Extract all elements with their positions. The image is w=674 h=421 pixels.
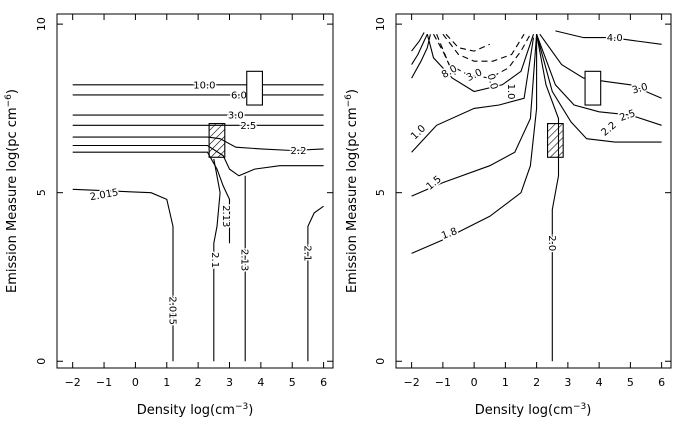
right-y-tick-label: 10 [374,17,387,31]
hatched-region-box [208,123,226,158]
contour-line [411,34,538,254]
right-contour-lines [411,30,662,362]
left-contour-lines [72,84,324,362]
contour-line [426,34,535,93]
contour-label: 2.2 [600,120,619,139]
left-y-tick-label: 5 [35,189,48,196]
right-plot-frame [395,13,672,369]
contour-line [536,34,662,143]
right-x-axis-label-sup: −3 [573,402,586,412]
contour-line [536,34,662,126]
right-x-axis-label-main: Density log(cm [475,403,573,418]
contour-label: 2.1 [209,252,220,268]
left-x-tick-label: 2 [195,376,202,389]
left-y-axis-label-tail: ) [5,89,20,94]
contour-label: 1.0 [409,123,428,142]
left-x-axis-label-tail: ) [248,403,253,418]
contour-line [555,30,662,45]
right-y-axis-label-tail: ) [345,89,360,94]
left-x-ticks: −2 −1 0 1 2 3 4 5 6 [65,14,327,389]
left-x-tick-label: 0 [132,376,139,389]
contour-label: 6.0 [231,90,247,101]
left-y-tick-label: 10 [35,17,48,31]
left-x-tick-label: 4 [257,376,264,389]
contour-line [72,188,174,362]
left-x-axis-label: Density log(cm−3) [137,402,254,418]
right-boxes [547,70,602,158]
contour-label: 3.0 [228,111,244,122]
left-x-tick-label: −2 [65,376,81,389]
left-x-axis-label-main: Density log(cm [137,403,235,418]
left-y-axis-label: Emission Measure log(pc cm−6) [4,89,20,293]
right-x-tick-label: 4 [596,376,603,389]
contour-label: 3.0 [465,67,484,84]
right-y-axis-label-sup: −6 [344,94,354,108]
contour-line [433,33,456,75]
contour-label: 2.13 [239,249,250,271]
contour-line [411,34,431,79]
contour-line [411,34,538,197]
left-y-tick-label: 0 [35,358,48,365]
hatched-region-box [547,123,564,158]
contour-label: 2.2 [291,146,307,157]
left-contour-plot: −2 −1 0 1 2 3 4 5 6 0 5 10 10.0 6.0 3.02.5 2.2 2.13 2.1… [4,13,334,418]
right-x-tick-label: 1 [502,376,509,389]
contour-line [445,33,491,52]
contour-label: 2.5 [240,121,256,132]
contour-line [72,151,231,244]
right-x-axis-label-tail: ) [586,403,591,418]
contour-line [442,33,525,62]
right-x-tick-label: 0 [471,376,478,389]
contour-label: 2.5 [618,108,637,124]
contour-line [411,32,425,52]
right-y-axis-label-main: Emission Measure log(pc cm [345,107,360,293]
left-x-tick-label: 1 [163,376,170,389]
right-x-axis-label: Density log(cm−3) [475,402,592,418]
contour-line [307,205,324,362]
contour-label: 1.0 [505,84,516,100]
contour-label: 2.1 [301,245,312,261]
contour-label: 8.0 [440,63,459,80]
contour-label: 10.0 [193,80,215,91]
right-x-tick-label: 6 [658,376,665,389]
contour-line [72,136,324,152]
contour-line [411,37,535,153]
left-x-tick-label: 6 [320,376,327,389]
contour-label: 1.8 [440,226,459,242]
left-x-tick-label: 3 [226,376,233,389]
contour-label: 3.0 [631,82,649,97]
right-y-ticks: 0 5 10 [374,17,671,365]
right-x-tick-label: −2 [404,376,420,389]
left-x-tick-label: −1 [96,376,112,389]
right-y-tick-label: 5 [374,189,387,196]
contour-label: 2.0 [546,235,557,251]
right-y-axis-label: Emission Measure log(pc cm−6) [344,89,360,293]
left-y-axis-label-main: Emission Measure log(pc cm [5,107,20,293]
left-boxes [208,70,263,158]
open-region-box [584,70,602,106]
right-x-tick-label: 2 [533,376,540,389]
open-region-box [246,70,263,106]
right-y-tick-label: 0 [374,358,387,365]
left-x-tick-label: 5 [289,376,296,389]
left-plot-frame [56,13,334,369]
left-y-axis-label-sup: −6 [4,94,14,108]
contour-label: 4.0 [607,33,623,44]
right-x-tick-label: −1 [435,376,451,389]
right-x-ticks: −2 −1 0 1 2 3 4 5 6 [404,14,665,389]
left-y-ticks: 0 5 10 [35,17,333,365]
contour-line [213,158,221,362]
right-x-tick-label: 5 [627,376,634,389]
contour-label: 2.015 [167,296,178,325]
left-x-axis-label-sup: −3 [235,402,248,412]
contour-label: 2.13 [220,205,231,227]
right-x-tick-label: 3 [564,376,571,389]
contour-line [411,33,428,65]
